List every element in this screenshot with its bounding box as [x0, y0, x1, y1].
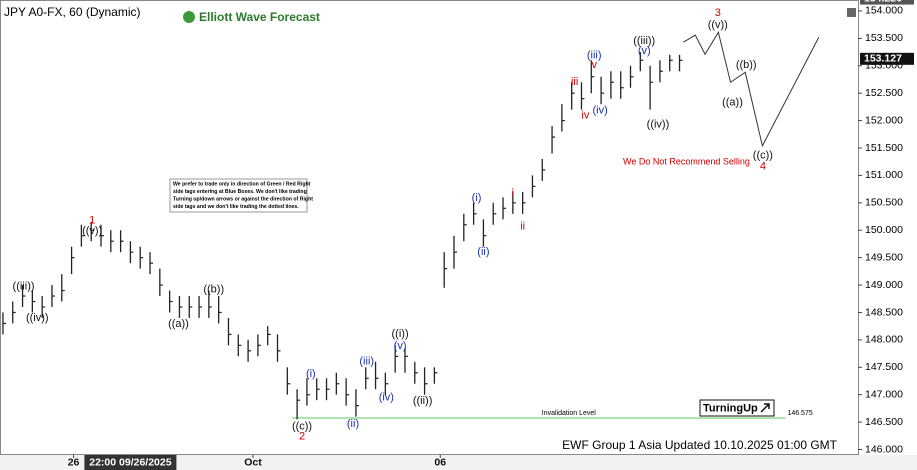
warning: We Do Not Recommend Selling — [623, 156, 750, 166]
wave-label: ((c)) — [753, 150, 773, 162]
wave-label: ((iv)) — [647, 118, 670, 130]
invalidation-text: Invalidation Level — [542, 410, 597, 417]
logo-icon — [183, 11, 195, 23]
wave-label: ((a)) — [722, 96, 743, 108]
y-tick-label: 153.500 — [865, 32, 903, 44]
wave-label: 2 — [299, 430, 305, 442]
x-tick-label: 22:00 09/26/2025 — [89, 456, 171, 468]
badge: TurningUp — [703, 402, 758, 414]
plot-frame — [0, 0, 859, 455]
wave-label: ((a)) — [168, 318, 189, 330]
wave-label: (iv) — [592, 105, 607, 117]
wave-label: ((iii)) — [13, 281, 35, 293]
y-tick-label: 149.500 — [865, 251, 903, 263]
footer: EWF Group 1 Asia Updated 10.10.2025 01:0… — [562, 438, 837, 452]
price-tag-label: 154.226 — [864, 0, 902, 4]
wave-label: ((b)) — [736, 59, 757, 71]
y-tick-label: 149.000 — [865, 279, 903, 291]
price-tag — [860, 52, 914, 65]
menu-icon — [847, 8, 856, 17]
y-tick-label: 147.000 — [865, 388, 903, 400]
wave-label: ((i)) — [392, 328, 409, 340]
wave-label: v — [591, 59, 597, 71]
brand: Elliott Wave Forecast — [199, 10, 320, 24]
notice-line: side tags entering at Blue Boxes. We don… — [173, 189, 307, 195]
y-tick-label: 146.500 — [865, 416, 903, 428]
wave-label: (ii) — [347, 418, 359, 430]
chart-title: JPY A0-FX, 60 (Dynamic) — [4, 5, 141, 19]
price-tag-label: 153.127 — [864, 53, 902, 65]
wave-label: i — [512, 187, 514, 199]
badge-arrow — [760, 403, 770, 413]
notice-line: Turning up/down arrows or against the di… — [173, 197, 313, 203]
x-tick-label: Oct — [244, 456, 262, 468]
wave-label: (iii) — [587, 49, 602, 61]
y-tick-label: 150.500 — [865, 197, 903, 209]
x-highlight — [84, 455, 177, 470]
wave-label: 4 — [760, 161, 766, 173]
y-tick-label: 152.500 — [865, 87, 903, 99]
price-tag — [860, 0, 914, 5]
notice-box — [169, 178, 308, 213]
projection — [683, 31, 820, 148]
y-tick-label: 150.000 — [865, 224, 903, 236]
wave-label: ((b)) — [203, 283, 224, 295]
wave-label: ((ii)) — [413, 395, 433, 407]
wave-label: (ii) — [477, 246, 489, 258]
wave-label: iii — [571, 76, 578, 88]
badge-box — [699, 399, 775, 417]
wave-label: 3 — [715, 7, 721, 19]
wave-label: (iii) — [359, 356, 374, 368]
wave-label: ((c)) — [292, 420, 312, 432]
wave-label: (i) — [472, 192, 482, 204]
y-tick-label: 151.000 — [865, 169, 903, 181]
y-tick-label: 147.500 — [865, 361, 903, 373]
wave-label: ((iv)) — [26, 312, 49, 324]
wave-label: ((v)) — [82, 225, 102, 237]
wave-label: 1 — [89, 214, 95, 226]
y-tick-label: 148.500 — [865, 306, 903, 318]
wave-label: (iv) — [379, 391, 394, 403]
x-tick-label: 26 — [68, 456, 80, 468]
y-tick-label: 154.000 — [865, 5, 903, 17]
wave-label: (v) — [394, 340, 407, 352]
y-tick-label: 151.500 — [865, 142, 903, 154]
wave-label: (v) — [638, 45, 651, 57]
wave-label: (i) — [306, 368, 316, 380]
wave-label: ((v)) — [708, 19, 728, 31]
y-tick-label: 148.000 — [865, 334, 903, 346]
notice-line: side tags and we don't like trading the … — [173, 204, 299, 210]
invalidation-value: 146.575 — [787, 410, 812, 417]
wave-label: ii — [520, 220, 525, 232]
y-tick-label: 152.000 — [865, 114, 903, 126]
x-axis-strip — [0, 455, 917, 470]
notice-line: We prefer to trade only in direction of … — [173, 181, 311, 187]
x-tick-label: 06 — [434, 456, 446, 468]
y-tick-label: 146.000 — [865, 443, 903, 455]
wave-label: ((iii)) — [633, 35, 655, 47]
wave-label: iv — [581, 110, 589, 122]
